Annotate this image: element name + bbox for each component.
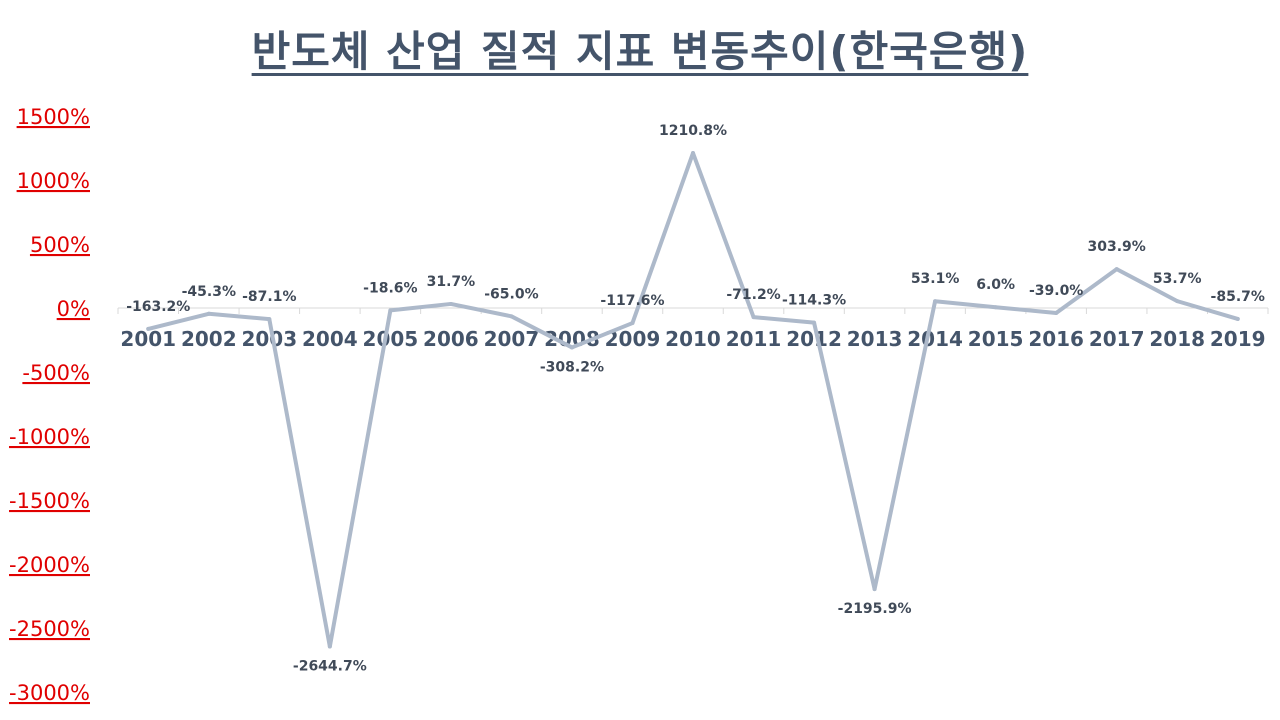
- data-labels-group: -163.2%-45.3% -87.1% -2644.7% -18.6% 31.7% -6…: [126, 123, 1265, 675]
- y-tick-label: 1500%: [17, 105, 90, 129]
- data-point: [448, 301, 453, 306]
- data-point: [751, 315, 756, 320]
- y-tick-label: -2500%: [9, 617, 90, 641]
- data-point: [691, 151, 695, 156]
- x-tick-label: 2017: [1089, 327, 1145, 351]
- data-label: -2644.7%: [293, 659, 367, 675]
- data-point: [1235, 316, 1240, 321]
- data-label: -308.2%: [540, 359, 604, 375]
- x-tick-label: 2013: [847, 327, 903, 351]
- data-point: [993, 305, 998, 310]
- x-tick-label: 2004: [302, 327, 358, 351]
- data-point: [509, 314, 514, 319]
- x-tick-label: 2019: [1210, 327, 1266, 351]
- x-tick-label: 2016: [1028, 327, 1084, 351]
- x-tick-label: 2011: [726, 327, 782, 351]
- data-label: -163.2%: [126, 299, 190, 315]
- y-tick-label: 0%: [57, 297, 90, 321]
- x-tick-label: 2005: [363, 327, 419, 351]
- y-tick-label: -1000%: [9, 425, 90, 449]
- y-tick-label: 500%: [30, 233, 90, 257]
- x-tick-label: 2015: [968, 327, 1024, 351]
- data-label: 53.1%: [911, 271, 960, 287]
- x-axis-ticks: 2001 2002 2003 2004 2005 2006 2007 2008 2009 2010…: [120, 327, 1265, 351]
- data-point: [812, 320, 817, 325]
- data-point: [267, 317, 272, 322]
- data-label: -71.2%: [726, 287, 780, 303]
- data-label: -117.6%: [600, 293, 664, 309]
- data-label: 53.7%: [1153, 271, 1202, 287]
- y-tick-label: -3000%: [9, 681, 90, 705]
- series-group: [146, 151, 1240, 649]
- data-point: [388, 308, 393, 313]
- data-label: -114.3%: [782, 293, 846, 309]
- x-tick-label: 2006: [423, 327, 479, 351]
- data-label: -85.7%: [1211, 289, 1265, 305]
- series-line: [146, 151, 1240, 649]
- x-tick-label: 2001: [120, 327, 176, 351]
- data-point: [933, 299, 938, 304]
- data-label: 303.9%: [1088, 239, 1146, 255]
- data-label: 6.0%: [976, 277, 1015, 293]
- data-point: [146, 326, 151, 331]
- data-label: -2195.9%: [838, 601, 912, 617]
- y-tick-label: -500%: [22, 361, 90, 385]
- points-group: [146, 151, 1240, 649]
- data-label: -39.0%: [1029, 283, 1083, 299]
- data-label: -65.0%: [484, 286, 538, 302]
- x-tick-label: 2003: [241, 327, 297, 351]
- y-tick-label: 1000%: [17, 169, 90, 193]
- data-point: [1175, 299, 1180, 304]
- data-label: -18.6%: [363, 280, 417, 296]
- data-point: [630, 321, 635, 326]
- y-axis-ticks: 1500% 1000% 500% 0% -500% -1000% -1500% -2000% -…: [9, 105, 90, 705]
- data-point: [1054, 310, 1059, 315]
- data-point: [569, 345, 574, 350]
- x-tick-label: 2014: [907, 327, 963, 351]
- x-tick-label: 2002: [181, 327, 237, 351]
- data-label: -45.3%: [182, 284, 236, 300]
- x-tick-label: 2007: [484, 327, 540, 351]
- x-tick-label: 2018: [1149, 327, 1205, 351]
- data-label: 1210.8%: [659, 123, 727, 139]
- data-point: [1114, 267, 1119, 272]
- y-tick-label: -1500%: [9, 489, 90, 513]
- data-point: [327, 644, 332, 649]
- data-label: 31.7%: [427, 274, 476, 290]
- y-tick-label: -2000%: [9, 553, 90, 577]
- x-axis: [117, 307, 1269, 314]
- data-point: [206, 311, 211, 316]
- data-point: [872, 587, 877, 592]
- data-label: -87.1%: [242, 289, 296, 305]
- chart-title: 반도체 산업 질적 지표 변동추이(한국은행): [251, 27, 1029, 76]
- x-tick-label: 2010: [665, 327, 721, 351]
